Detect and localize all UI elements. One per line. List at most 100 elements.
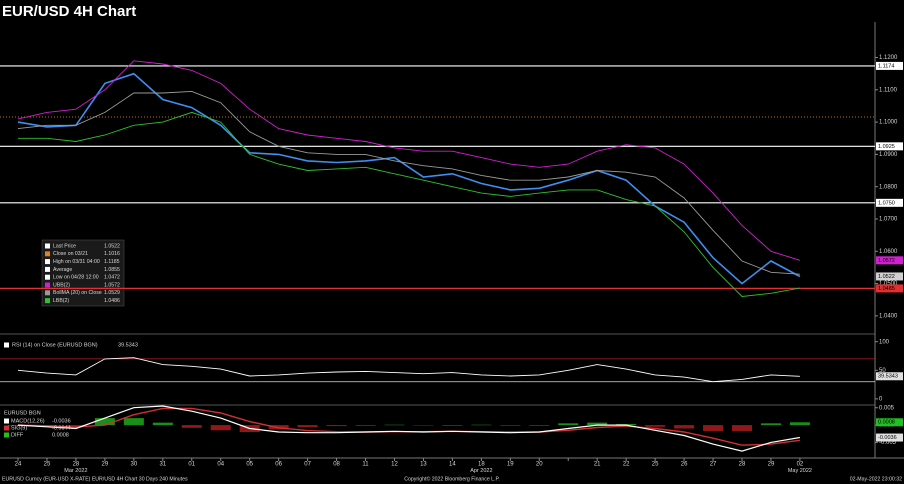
legend-label: DIFF xyxy=(11,432,24,438)
last-value-tag: 39.5343 xyxy=(878,374,898,380)
last-value-tag-bg xyxy=(876,372,903,381)
series-line xyxy=(18,111,800,297)
legend-value: -0.0036 xyxy=(52,418,71,424)
x-tick-label: 25 xyxy=(652,462,659,468)
legend-label: LBB(2) xyxy=(53,298,69,304)
level-tag: 1.0750 xyxy=(878,200,895,206)
series-line xyxy=(17,60,801,261)
y-tick-label: 1.0400 xyxy=(879,313,898,319)
diff-bar xyxy=(789,422,810,426)
legend-value: 1.0529 xyxy=(104,290,120,296)
diff-bar xyxy=(326,425,347,427)
level-tag-bg xyxy=(876,61,903,70)
diff-bar xyxy=(65,425,86,427)
x-tick-label: 04 xyxy=(217,462,224,468)
diff-bar xyxy=(123,418,144,426)
legend-swatch xyxy=(45,243,50,249)
legend-value: 1.0855 xyxy=(104,267,120,273)
diff-bar xyxy=(297,425,318,428)
panel-title: RSI (14) on Close (EURUSD BGN) xyxy=(12,342,98,348)
y-tick-label: 1.0500 xyxy=(879,281,898,287)
legend-value: 1.0472 xyxy=(104,275,120,281)
legend-label: High on 03/31 04:00 xyxy=(53,259,100,265)
x-tick-label: 18 xyxy=(478,462,485,468)
legend-value: 1.0522 xyxy=(104,243,120,249)
last-value-tag: 1.0572 xyxy=(878,258,895,264)
legend-swatch xyxy=(45,259,50,265)
diff-bar xyxy=(384,424,405,426)
diff-bar xyxy=(760,423,781,426)
x-group-label: Mar 2022 xyxy=(64,468,87,474)
x-tick-label: 21 xyxy=(594,462,601,468)
x-tick-label: 24 xyxy=(15,462,22,468)
legend-swatch xyxy=(45,290,50,296)
level-tag: 1.1174 xyxy=(878,63,894,69)
legend-label: SIG(9) xyxy=(11,425,27,431)
x-tick-label: 31 xyxy=(159,462,166,468)
panel-title: EURUSD BGN xyxy=(4,410,41,416)
x-tick-label: 20 xyxy=(536,462,543,468)
footer-text: 02-May-2022 23:00:32 xyxy=(850,476,902,482)
diff-bar xyxy=(94,418,115,426)
x-tick-label: 28 xyxy=(73,462,80,468)
last-value-tag: -0.0036 xyxy=(878,435,897,441)
legend-value: -0.0044 xyxy=(52,425,71,431)
last-value-tag-bg xyxy=(876,272,903,281)
last-value-tag: 0.0008 xyxy=(878,420,895,426)
legend-swatch xyxy=(4,425,9,431)
legend-value: 1.0486 xyxy=(104,298,120,304)
y-tick-label: 100 xyxy=(879,339,890,345)
level-tag: 1.0485 xyxy=(878,286,895,292)
series-line xyxy=(17,405,801,452)
diff-bar xyxy=(210,425,231,431)
series-line xyxy=(17,90,800,275)
series-line xyxy=(17,72,801,285)
legend-label: UBB(2) xyxy=(53,282,70,288)
footer-text: Copyright© 2022 Bloomberg Finance L.P. xyxy=(404,475,499,482)
y-tick-label: 1.1000 xyxy=(879,120,898,126)
legend-label: Last Price xyxy=(53,243,76,249)
diff-bar xyxy=(645,425,666,427)
legend-swatch xyxy=(45,282,50,288)
diff-bar xyxy=(413,425,434,426)
diff-bar xyxy=(471,424,492,426)
legend-label: MACD(12,26) xyxy=(11,418,45,424)
diff-bar xyxy=(500,425,521,426)
last-value-tag-bg xyxy=(876,433,903,442)
x-tick-label: 29 xyxy=(768,462,775,468)
x-group-label: Apr 2022 xyxy=(470,468,492,474)
x-tick-label: 08 xyxy=(333,462,340,468)
diff-bar xyxy=(152,422,173,426)
legend-value: 1.0572 xyxy=(104,282,120,288)
legend-label: Low on 04/28 12:00 xyxy=(53,275,99,281)
diff-bar xyxy=(587,422,608,426)
x-tick-label: 01 xyxy=(188,462,195,468)
footer-text: EURUSD Curncy (EUR-USD X-RATE) EUR/USD 4… xyxy=(2,476,188,482)
legend-label: Close on 03/21 xyxy=(53,251,88,257)
legend-swatch xyxy=(45,266,50,272)
x-tick-label: 30 xyxy=(130,462,137,468)
y-tick-label: 1.0900 xyxy=(879,152,898,158)
y-tick-label: 1.0800 xyxy=(879,184,898,190)
y-tick-label: 0 xyxy=(879,396,883,402)
x-tick-label: 02 xyxy=(797,462,804,468)
legend-swatch xyxy=(45,298,50,304)
x-tick-label: 19 xyxy=(507,462,514,468)
x-tick-label: 25 xyxy=(44,462,51,468)
panel-value: 39.5343 xyxy=(118,342,138,348)
level-tag: 1.0925 xyxy=(878,144,895,150)
x-group-label: May 2022 xyxy=(788,468,812,474)
x-tick-label: 26 xyxy=(681,462,688,468)
x-tick-label: 27 xyxy=(710,462,717,468)
chart-title: EUR/USD 4H Chart xyxy=(2,3,136,20)
legend-value: 1.1016 xyxy=(104,251,120,257)
legend-value: 0.0008 xyxy=(52,432,69,438)
y-tick-label: 0.005 xyxy=(879,405,895,411)
level-tag-bg xyxy=(876,142,903,151)
x-tick-label: 11 xyxy=(362,462,369,468)
legend-label: BollMA (20) on Close xyxy=(53,290,102,296)
level-tag-bg xyxy=(876,198,903,207)
